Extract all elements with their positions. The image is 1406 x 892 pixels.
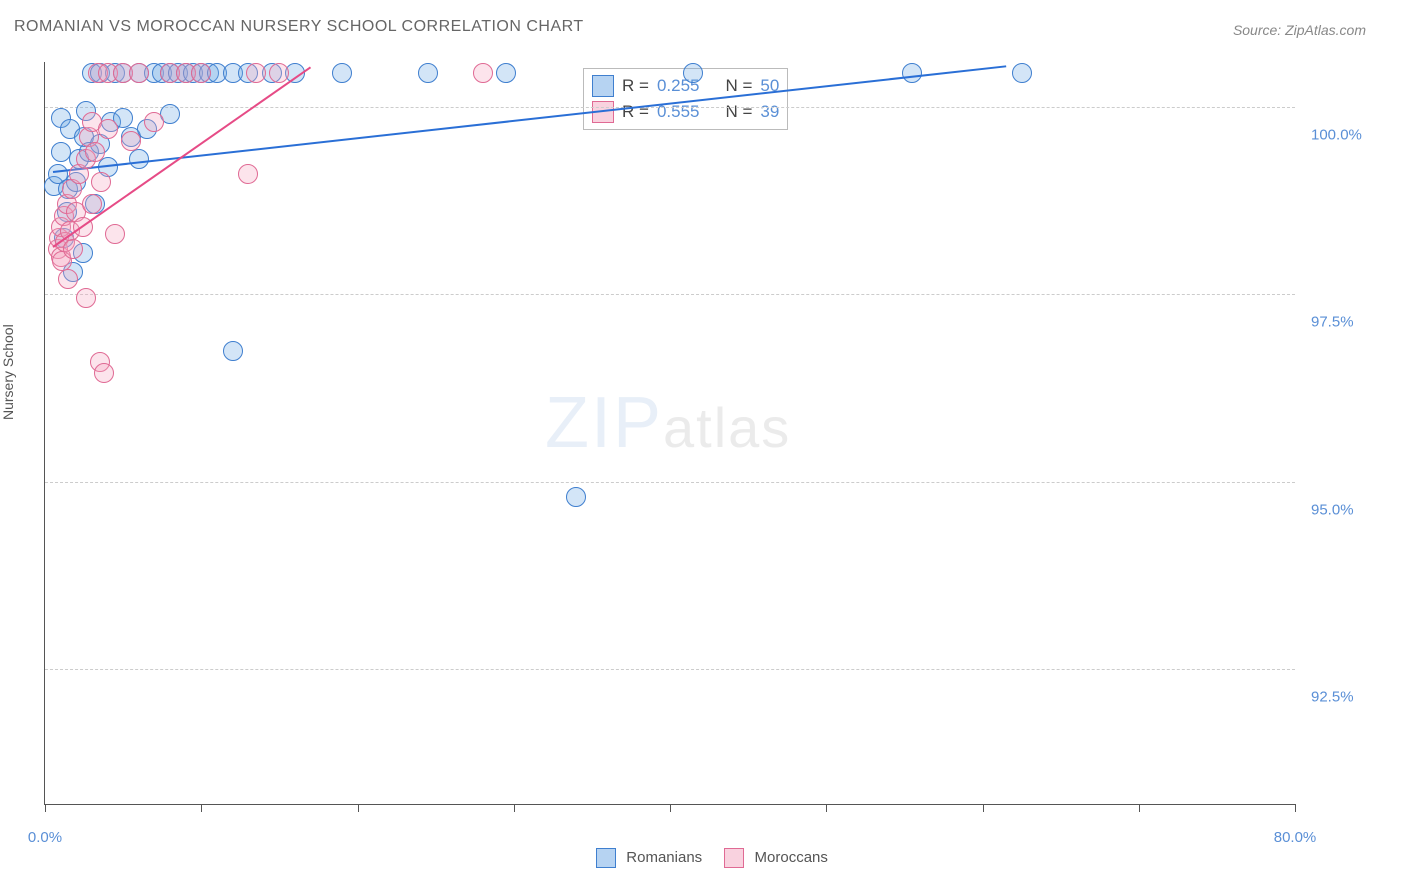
y-tick-label: 92.5% xyxy=(1311,689,1381,706)
data-point xyxy=(129,63,149,83)
y-tick-label: 95.0% xyxy=(1311,501,1381,518)
gridline-h xyxy=(45,669,1295,670)
data-point xyxy=(144,112,164,132)
stats-n-value: 39 xyxy=(760,102,779,122)
data-point xyxy=(246,63,266,83)
data-point xyxy=(332,63,352,83)
legend-swatch-moroccans xyxy=(724,848,744,868)
source-label: Source: ZipAtlas.com xyxy=(1233,22,1366,38)
legend-swatch-romanians xyxy=(596,848,616,868)
data-point xyxy=(191,63,211,83)
plot-area: ZIPatlas R =0.255N =50R =0.555N =39 92.5… xyxy=(44,62,1295,805)
data-point xyxy=(223,341,243,361)
stats-n-label: N = xyxy=(725,102,752,122)
gridline-h xyxy=(45,294,1295,295)
data-point xyxy=(121,131,141,151)
x-tick xyxy=(201,804,202,812)
data-point xyxy=(105,224,125,244)
x-tick-label: 80.0% xyxy=(1274,829,1317,846)
x-tick xyxy=(358,804,359,812)
data-point xyxy=(76,288,96,308)
chart-title: ROMANIAN VS MOROCCAN NURSERY SCHOOL CORR… xyxy=(14,18,584,36)
x-tick xyxy=(1139,804,1140,812)
data-point xyxy=(129,149,149,169)
data-point xyxy=(98,119,118,139)
data-point xyxy=(496,63,516,83)
bottom-legend: Romanians Moroccans xyxy=(0,848,1406,868)
stats-r-label: R = xyxy=(622,76,649,96)
x-tick-label: 0.0% xyxy=(28,829,62,846)
data-point xyxy=(238,164,258,184)
watermark-atlas: atlas xyxy=(663,396,791,459)
stats-row: R =0.555N =39 xyxy=(592,99,779,125)
watermark: ZIPatlas xyxy=(545,382,791,464)
data-point xyxy=(1012,63,1032,83)
y-axis-label: Nursery School xyxy=(0,324,16,420)
watermark-zip: ZIP xyxy=(545,383,663,463)
legend-label-romanians: Romanians xyxy=(626,849,702,866)
x-tick xyxy=(826,804,827,812)
x-tick xyxy=(983,804,984,812)
gridline-h xyxy=(45,482,1295,483)
data-point xyxy=(91,172,111,192)
data-point xyxy=(566,487,586,507)
x-tick xyxy=(45,804,46,812)
data-point xyxy=(85,142,105,162)
data-point xyxy=(418,63,438,83)
y-tick-label: 97.5% xyxy=(1311,314,1381,331)
data-point xyxy=(94,363,114,383)
x-tick xyxy=(670,804,671,812)
data-point xyxy=(473,63,493,83)
gridline-h xyxy=(45,107,1295,108)
data-point xyxy=(58,269,78,289)
x-tick xyxy=(1295,804,1296,812)
data-point xyxy=(82,194,102,214)
data-point xyxy=(902,63,922,83)
legend-label-moroccans: Moroccans xyxy=(755,849,828,866)
data-point xyxy=(51,142,71,162)
stats-swatch xyxy=(592,75,614,97)
y-tick-label: 100.0% xyxy=(1311,126,1381,143)
data-point xyxy=(63,239,83,259)
data-point xyxy=(683,63,703,83)
data-point xyxy=(269,63,289,83)
x-tick xyxy=(514,804,515,812)
